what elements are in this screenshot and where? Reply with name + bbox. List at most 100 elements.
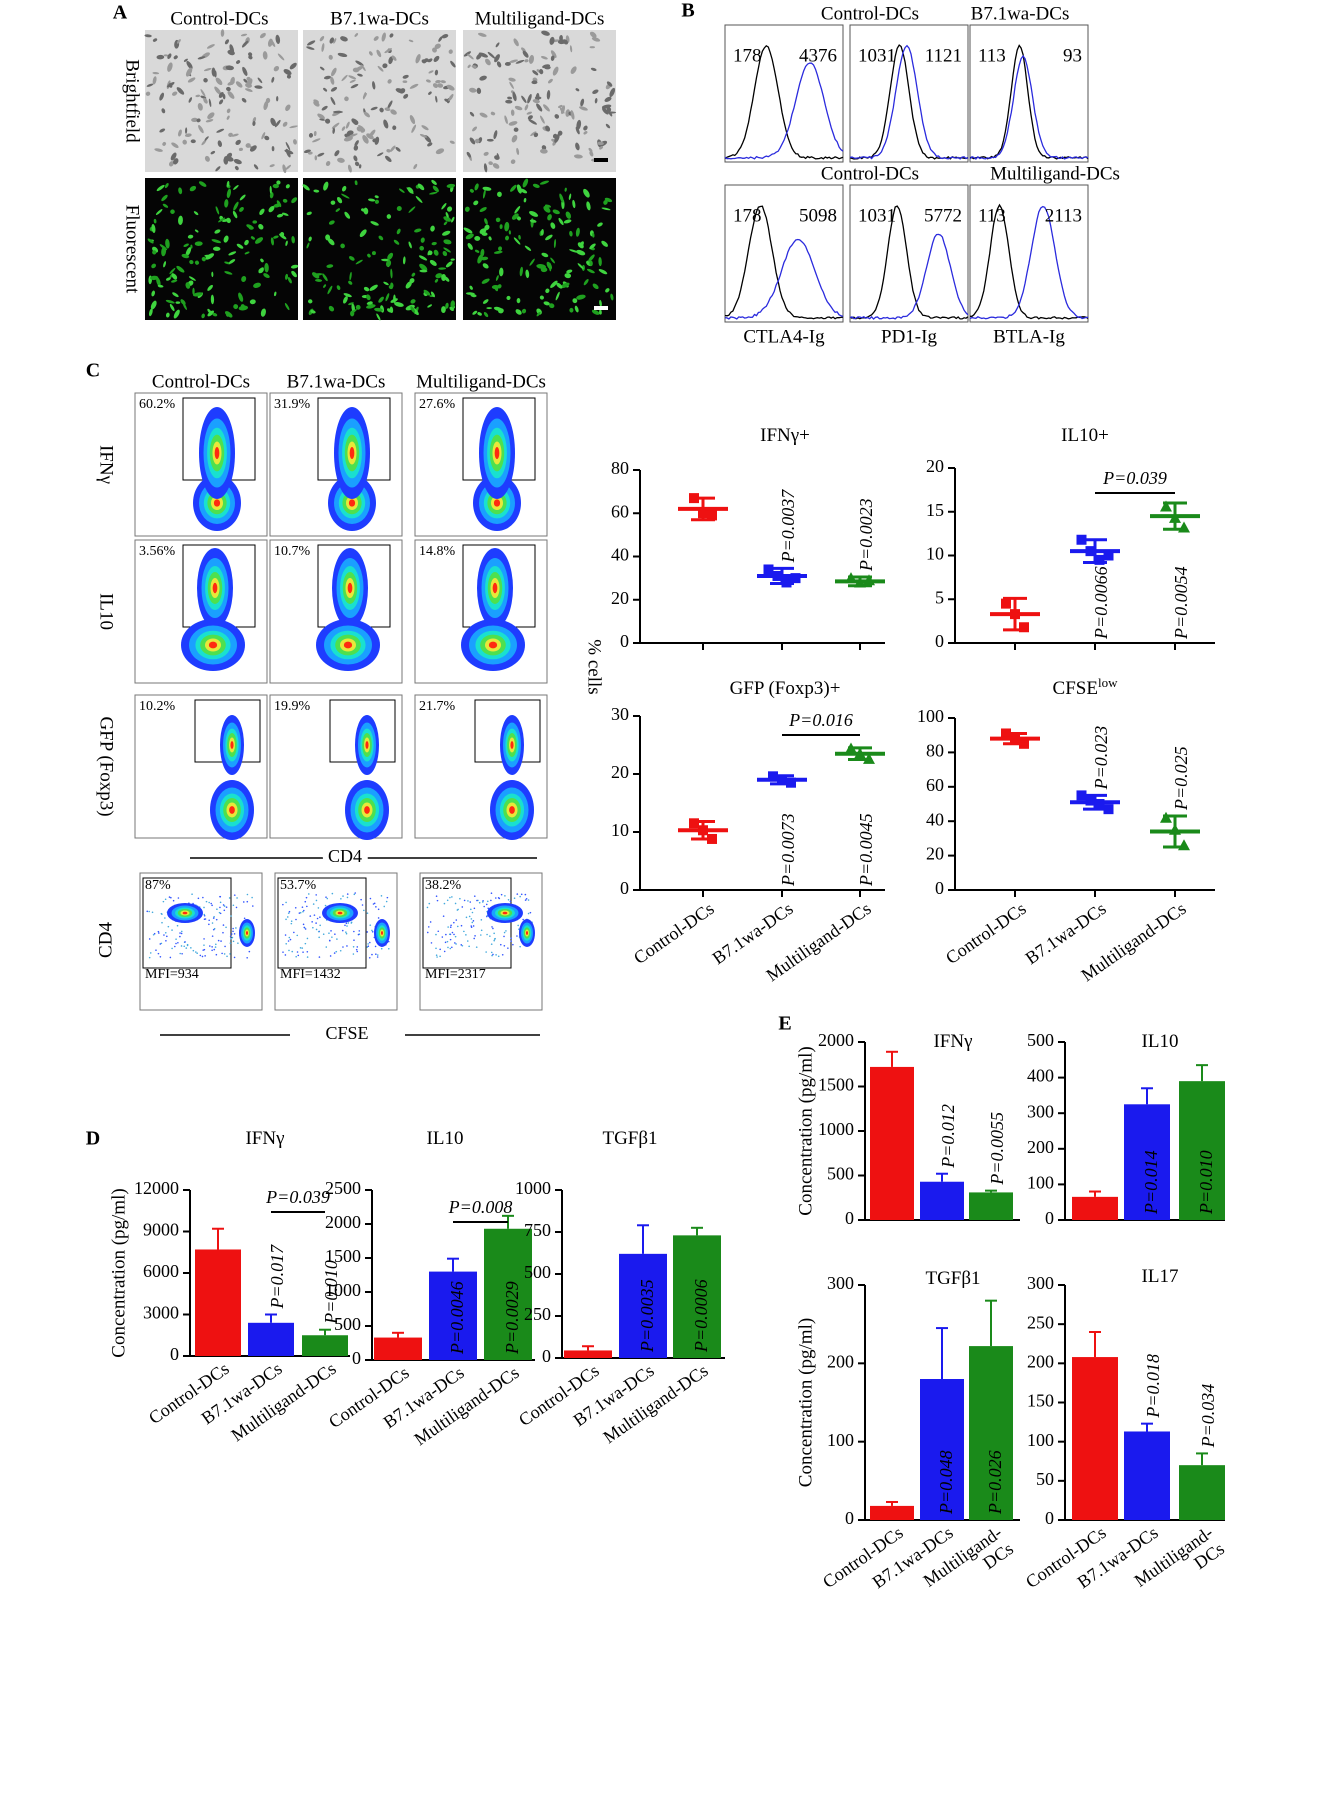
event — [457, 908, 459, 911]
event — [163, 934, 165, 936]
cell — [325, 161, 331, 167]
cell — [223, 235, 229, 243]
cell — [402, 256, 406, 265]
cell — [482, 263, 489, 269]
event — [237, 942, 239, 944]
event — [447, 946, 449, 949]
y-tick-label: 1000 — [325, 1280, 361, 1300]
point — [1001, 598, 1011, 609]
cell — [370, 221, 379, 226]
event — [317, 907, 320, 909]
cell — [356, 126, 362, 132]
cell — [363, 286, 370, 292]
cell — [508, 77, 516, 82]
cell — [328, 220, 335, 225]
y-axis-label: Concentration (pg/ml) — [795, 1318, 816, 1487]
cell — [235, 139, 241, 146]
cell — [182, 302, 187, 310]
cell — [152, 72, 160, 75]
cell — [427, 250, 433, 256]
cell — [270, 117, 276, 127]
cell — [581, 264, 585, 271]
cell — [605, 123, 611, 129]
row-label: Brightfield — [122, 59, 143, 143]
cell — [524, 104, 529, 111]
cell — [207, 284, 213, 291]
event — [347, 922, 350, 924]
event — [302, 923, 305, 926]
p-value: P=0.017 — [267, 1244, 287, 1310]
event — [157, 952, 160, 955]
event — [443, 902, 446, 905]
cell — [228, 259, 236, 264]
cell — [550, 55, 555, 61]
event — [492, 953, 494, 956]
event — [472, 920, 475, 922]
cell — [201, 313, 205, 319]
cell — [385, 260, 392, 267]
event — [475, 946, 478, 948]
cell — [233, 201, 239, 211]
cell — [488, 236, 492, 241]
cell — [415, 195, 423, 203]
event — [376, 956, 379, 958]
cell — [423, 289, 431, 296]
cell — [512, 92, 517, 102]
cell — [218, 91, 224, 98]
cell — [550, 257, 555, 264]
cell — [565, 109, 570, 117]
chart-title-text: TGFβ1 — [925, 1268, 980, 1289]
event — [309, 915, 312, 917]
cell — [233, 184, 239, 190]
cell — [348, 75, 357, 80]
cell — [225, 65, 234, 71]
cell — [398, 188, 405, 193]
event — [303, 926, 306, 929]
cell — [477, 32, 487, 37]
p-value: P=0.012 — [938, 1104, 958, 1169]
cell — [224, 39, 230, 45]
p-value: P=0.0035 — [637, 1279, 657, 1353]
event — [216, 908, 218, 910]
cell — [198, 181, 207, 187]
event — [486, 900, 489, 903]
event — [372, 903, 375, 905]
cell — [554, 114, 560, 119]
cell — [445, 302, 449, 309]
cell — [385, 155, 392, 162]
cell — [210, 294, 215, 305]
y-tick-label: 2000 — [818, 1030, 854, 1050]
event — [439, 955, 441, 958]
density — [212, 582, 218, 594]
cell — [245, 143, 251, 148]
y-axis-label: % cells — [584, 639, 605, 694]
cell — [409, 115, 416, 125]
gate-percent: 31.9% — [274, 397, 311, 412]
event — [468, 945, 470, 948]
p-value: P=0.0045 — [856, 813, 876, 887]
event — [233, 894, 236, 896]
point — [707, 510, 717, 521]
cell — [286, 74, 292, 79]
histogram-curve — [970, 203, 1089, 320]
cell — [238, 292, 244, 302]
cell — [291, 270, 297, 278]
cell — [550, 50, 557, 58]
event — [485, 951, 487, 953]
cell — [161, 108, 166, 114]
p-value: P=0.0023 — [856, 498, 876, 572]
event — [494, 937, 496, 940]
cell — [306, 40, 316, 46]
event — [435, 933, 437, 936]
event — [377, 917, 380, 919]
cell — [504, 115, 508, 125]
cell — [162, 141, 167, 146]
bar — [195, 1249, 241, 1356]
cell — [448, 49, 453, 54]
event — [507, 898, 510, 901]
cell — [236, 243, 244, 249]
cell — [185, 247, 192, 256]
cell — [431, 179, 437, 185]
cell — [598, 256, 602, 267]
